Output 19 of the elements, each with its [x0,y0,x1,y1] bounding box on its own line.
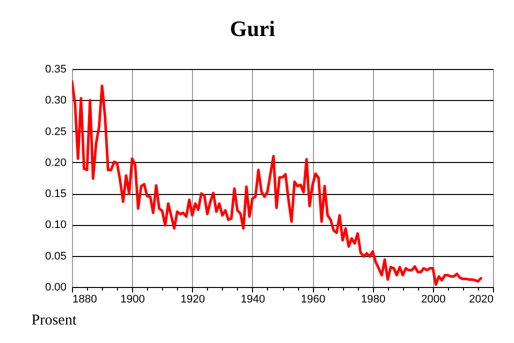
x-tick-label: 1980 [360,294,386,306]
y-tick-label: 0.25 [45,126,66,138]
x-tick-label: 1960 [300,294,326,306]
y-tick-label: 0.00 [45,282,66,294]
y-tick-label: 0.15 [45,188,66,200]
y-tick-label: 0.20 [45,156,66,169]
y-tick-label: 0.35 [45,64,66,76]
y-tick-label: 0.10 [45,219,66,232]
y-axis-title: Prosent [32,312,78,328]
x-tick-label: 1880 [72,294,97,306]
y-tick-label: 0.30 [45,94,66,107]
chart-title: Guri [230,16,276,41]
x-tick-label: 2000 [421,294,446,306]
y-tick-label: 0.05 [45,250,66,262]
line-series [72,80,482,286]
x-tick-label: 1940 [240,294,266,306]
x-tick-label: 2020 [469,294,494,306]
x-tick-label: 1920 [180,294,206,306]
x-tick-label: 1900 [120,294,145,306]
